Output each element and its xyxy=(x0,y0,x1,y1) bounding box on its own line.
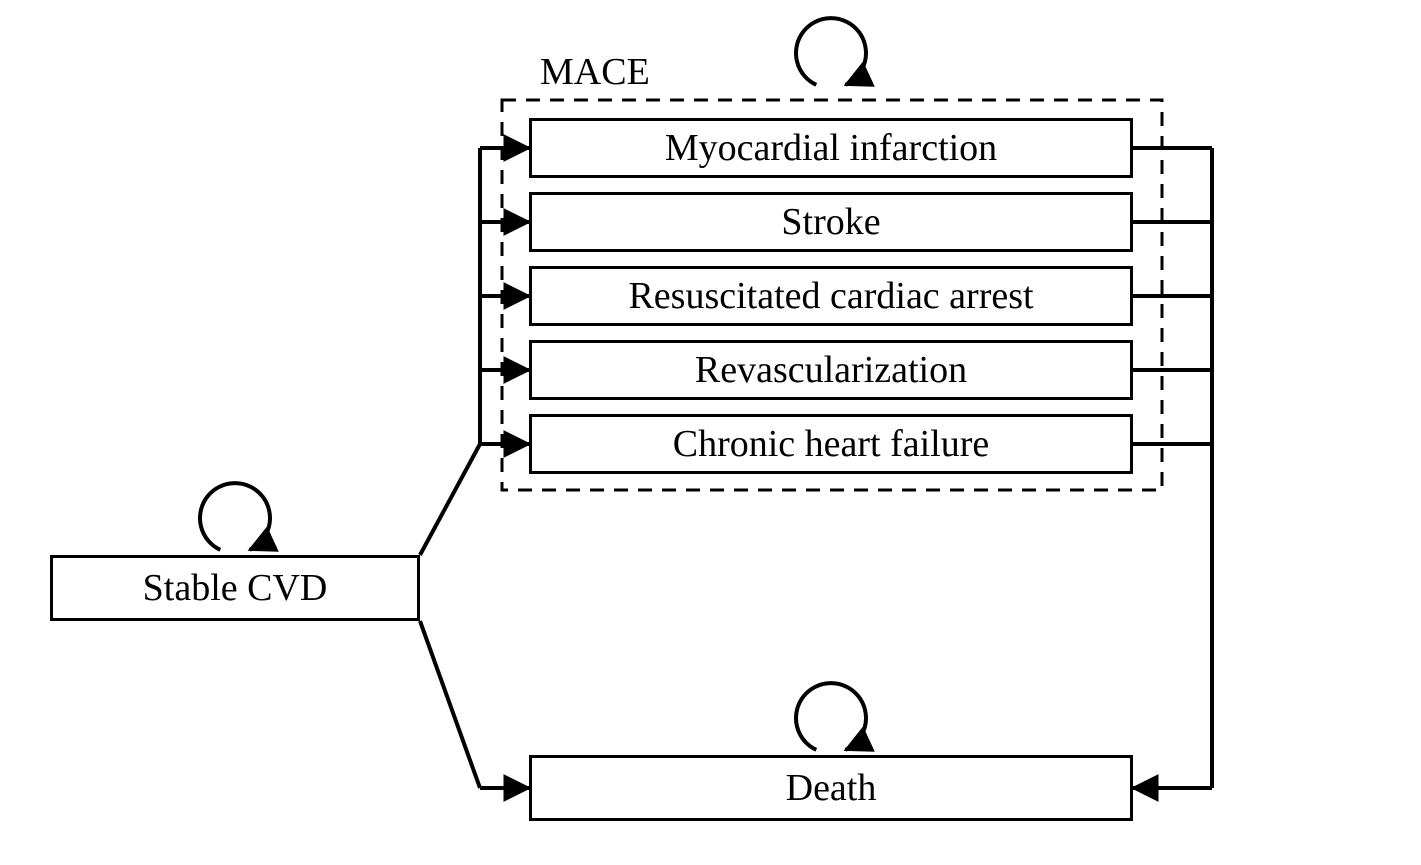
node-chf-label: Chronic heart failure xyxy=(673,425,990,463)
node-stable-cvd-label: Stable CVD xyxy=(143,569,328,607)
node-stroke-label: Stroke xyxy=(781,203,880,241)
node-revasc: Revascularization xyxy=(529,340,1133,400)
node-mi-label: Myocardial infarction xyxy=(665,129,997,167)
node-chf: Chronic heart failure xyxy=(529,414,1133,474)
node-rca: Resuscitated cardiac arrest xyxy=(529,266,1133,326)
node-death: Death xyxy=(529,755,1133,821)
node-death-label: Death xyxy=(786,769,877,807)
node-mi: Myocardial infarction xyxy=(529,118,1133,178)
node-rca-label: Resuscitated cardiac arrest xyxy=(628,277,1033,315)
node-stable-cvd: Stable CVD xyxy=(50,555,420,621)
mace-group-label: MACE xyxy=(540,50,650,94)
node-stroke: Stroke xyxy=(529,192,1133,252)
node-revasc-label: Revascularization xyxy=(695,351,967,389)
